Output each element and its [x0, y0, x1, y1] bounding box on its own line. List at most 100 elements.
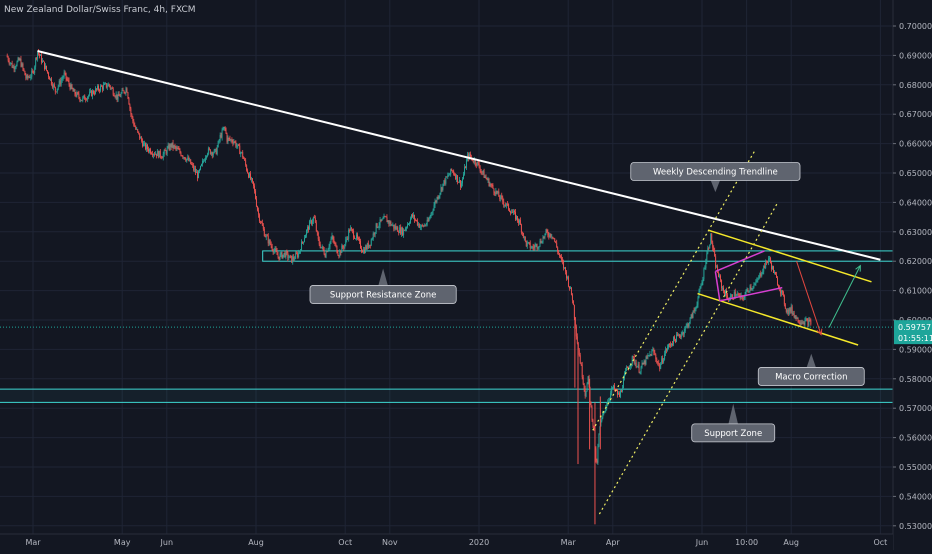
candle-body [335, 243, 337, 246]
candle-body [16, 61, 18, 66]
last-price-tag: 0.59757 01:55:11 [894, 320, 932, 345]
weekly-descending-trendline [37, 50, 881, 261]
candle-body [750, 286, 752, 290]
candle-body [57, 85, 59, 89]
candle-body [273, 250, 275, 253]
candle-body [173, 145, 175, 148]
symbol-title: New Zealand Dollar/Swiss Franc, 4h, FXCM [4, 5, 196, 15]
candle-body [70, 84, 72, 90]
candle-body [276, 251, 278, 255]
last-price-tag-bg [894, 320, 932, 345]
candle-body [123, 90, 125, 93]
candle-body [783, 295, 785, 305]
candle-body [210, 152, 212, 155]
candle-body [555, 241, 557, 243]
candle-body [35, 58, 37, 67]
annotation-pointer [806, 353, 817, 369]
candle-body [539, 240, 541, 247]
candle-body [641, 362, 643, 367]
candle-body [716, 266, 718, 268]
annotation-text: Macro Correction [775, 373, 847, 383]
candle-body [104, 83, 106, 85]
candle-body [789, 308, 791, 312]
candle-body [810, 320, 812, 325]
candle-body [371, 238, 373, 240]
candle-body [164, 150, 166, 151]
candle-body [436, 197, 438, 202]
candle-body [24, 70, 26, 76]
candle-body [559, 253, 561, 257]
candle-body [204, 157, 206, 161]
candle-body [763, 265, 765, 272]
candle-body [299, 251, 301, 253]
candle-body [776, 274, 777, 278]
candle-body [172, 142, 174, 148]
candle-body [308, 221, 310, 230]
candle-body [11, 62, 13, 68]
candle-body [77, 92, 79, 94]
candle-body [639, 371, 641, 373]
candle-body [572, 300, 574, 306]
annotation-box [691, 423, 776, 443]
candle-body [526, 242, 528, 247]
candle-body [31, 70, 33, 77]
candle-body [690, 314, 692, 318]
candle-body [83, 95, 85, 98]
candle-body [666, 349, 668, 351]
candle-body [442, 183, 444, 190]
candle-body [662, 358, 664, 363]
candle-body [6, 55, 8, 58]
candle-body [667, 347, 669, 351]
candle-body [190, 159, 192, 165]
candle-body [418, 223, 420, 228]
candle-body [595, 448, 597, 461]
candle-body [646, 356, 648, 358]
candle-body [298, 252, 300, 257]
candle-body [159, 150, 161, 157]
candle-body [447, 175, 449, 178]
candle-body [786, 309, 788, 313]
candle-body [305, 235, 306, 239]
candle-body [320, 247, 322, 248]
candle-body [167, 145, 169, 148]
candle-body [106, 86, 108, 88]
candle-body [196, 172, 198, 173]
candle-body [659, 363, 661, 369]
candle-body [600, 421, 602, 427]
candle-body [137, 129, 139, 132]
candle-body [654, 352, 656, 355]
candle-body [135, 126, 137, 130]
candle-body [364, 246, 366, 253]
candle-body [64, 72, 66, 74]
candle-body [625, 366, 627, 371]
candle-body [715, 256, 717, 268]
candle-body [79, 97, 81, 101]
candle-body [382, 218, 384, 220]
candle-body [405, 228, 407, 231]
candle-body [632, 356, 634, 358]
candle-body [139, 133, 141, 139]
candle-body [585, 391, 587, 396]
candle-body [550, 233, 552, 237]
candle-body [613, 385, 615, 388]
candle-body [251, 178, 252, 180]
candle-body [643, 360, 645, 365]
candle-body [348, 229, 350, 239]
candle-body [468, 154, 470, 159]
candle-body [807, 319, 809, 326]
candle-body [48, 76, 50, 80]
candle-body [97, 86, 98, 90]
candle-body [711, 233, 713, 243]
candle-body [590, 402, 592, 408]
candle-body [383, 216, 385, 219]
candle-body [488, 178, 490, 186]
candle-body [133, 120, 135, 126]
candle-body [42, 60, 43, 63]
candle-body [300, 250, 302, 252]
candle-body [660, 364, 662, 369]
candle-body [237, 144, 239, 147]
candle-body [798, 322, 800, 324]
annotation-pointer [378, 268, 389, 287]
